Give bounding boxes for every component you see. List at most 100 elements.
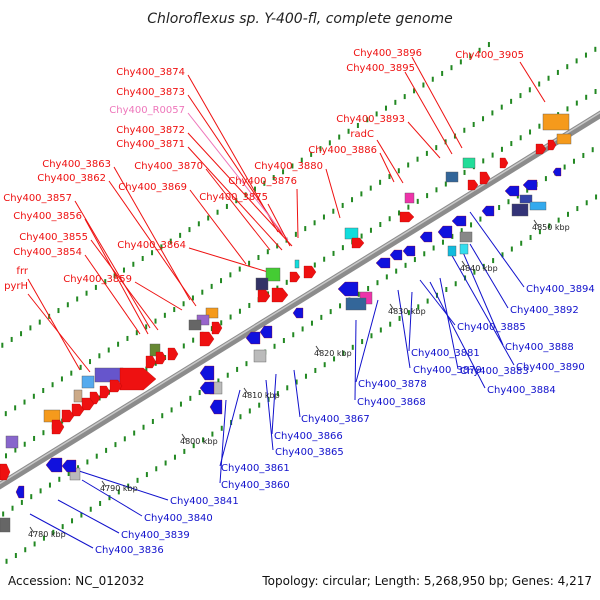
- grid-dot: [98, 353, 101, 359]
- lower-leader-line: [219, 389, 241, 467]
- gene-label-upper: Chy400_3880: [254, 161, 323, 172]
- grid-dot: [104, 279, 107, 285]
- forward-gene-arrow: [145, 355, 157, 369]
- grid-dot: [71, 518, 74, 524]
- gene-label-lower: Chy400_3861: [221, 463, 290, 474]
- grid-dot: [160, 244, 163, 250]
- grid-dot: [114, 442, 117, 448]
- grid-dot: [384, 105, 387, 111]
- lower-leader-line: [397, 289, 411, 369]
- grid-dot: [239, 414, 242, 420]
- upper-leader-line: [325, 168, 341, 219]
- grid-dot: [582, 152, 585, 158]
- upper-leader-line: [205, 168, 271, 251]
- lower-leader-line: [439, 277, 459, 370]
- grid-dot: [245, 361, 248, 367]
- grid-dot: [67, 471, 70, 477]
- grid-dot: [557, 217, 560, 223]
- grid-dot: [113, 273, 116, 279]
- grid-dot: [333, 356, 336, 362]
- grid-dot: [192, 443, 195, 449]
- grid-dot: [397, 168, 400, 174]
- grid-dot: [332, 250, 335, 256]
- grid-dot: [314, 367, 317, 373]
- grid-dot: [300, 157, 303, 163]
- lower-leader-line: [461, 249, 504, 346]
- gene-label-lower: Chy400_3839: [121, 530, 190, 541]
- grid-dot: [351, 344, 354, 350]
- grid-dot: [58, 476, 61, 482]
- grid-dot: [145, 366, 148, 372]
- reverse-gene-arrow: [504, 185, 520, 197]
- lower-leader-line: [355, 299, 379, 383]
- grid-dot: [76, 296, 79, 302]
- grid-dot: [432, 245, 435, 251]
- grid-dot: [435, 187, 438, 193]
- feature-block: [94, 367, 124, 383]
- reverse-gene-arrow: [437, 225, 453, 239]
- grid-dot: [207, 215, 210, 221]
- map-title: Chloroflexus sp. Y-400-fl, complete geno…: [147, 11, 453, 27]
- lower-leader-line: [408, 291, 413, 352]
- grid-dot: [248, 302, 251, 308]
- grid-dot: [276, 391, 279, 397]
- grid-dot: [407, 162, 410, 168]
- grid-dot: [351, 197, 354, 203]
- gene-label-upper: Chy400_3857: [3, 193, 72, 204]
- feature-block: [81, 375, 95, 389]
- grid-dot: [294, 231, 297, 237]
- grid-dot: [342, 350, 345, 356]
- grid-dot: [360, 233, 363, 239]
- gene-label-lower: Chy400_3879: [413, 365, 482, 376]
- grid-dot: [367, 285, 370, 291]
- gene-label-upper: Chy400_3856: [13, 211, 82, 222]
- upper-leader-line: [113, 166, 191, 301]
- grid-dot: [529, 129, 532, 135]
- lower-leader-line: [219, 399, 227, 484]
- grid-dot: [94, 284, 97, 290]
- grid-dot: [500, 146, 503, 152]
- grid-dot: [510, 98, 513, 104]
- grid-dot: [450, 65, 453, 71]
- scale-tick-label: 4850 kbp: [532, 223, 570, 232]
- grid-dot: [220, 425, 223, 431]
- grid-dot: [225, 203, 228, 209]
- grid-dot: [38, 319, 41, 325]
- gene-label-upper: Chy400_3859: [63, 274, 132, 285]
- feature-block: [556, 133, 572, 145]
- grid-dot: [123, 436, 126, 442]
- feature-block: [447, 245, 457, 257]
- grid-dot: [23, 441, 26, 447]
- genome-summary-text: Topology: circular; Length: 5,268,950 bp…: [262, 574, 592, 588]
- grid-dot: [320, 314, 323, 320]
- grid-dot: [319, 146, 322, 152]
- grid-dot: [57, 308, 60, 314]
- grid-dot: [117, 341, 120, 347]
- forward-gene-arrow: [351, 237, 365, 249]
- forward-gene-arrow: [99, 385, 111, 399]
- grid-dot: [197, 221, 200, 227]
- forward-gene-arrow: [303, 265, 317, 279]
- grid-dot: [292, 332, 295, 338]
- feature-blocks: [0, 113, 572, 533]
- grid-dot: [548, 223, 551, 229]
- grid-dot: [126, 335, 129, 341]
- upper-leader-line: [27, 278, 81, 371]
- grid-dot: [576, 206, 579, 212]
- feature-block: [253, 349, 267, 363]
- gene-label-upper: Chy400_3870: [134, 161, 203, 172]
- upper-leader-line: [519, 61, 546, 103]
- upper-leader-line: [296, 188, 299, 239]
- grid-dot: [407, 310, 410, 316]
- grid-dot: [398, 210, 401, 216]
- grid-dot: [99, 500, 102, 506]
- grid-dot: [136, 477, 139, 483]
- grid-dot: [323, 362, 326, 368]
- grid-dot: [341, 202, 344, 208]
- lower-leader-line: [81, 479, 143, 517]
- grid-dot: [33, 541, 36, 547]
- grid-dot: [42, 430, 45, 436]
- grid-dot: [14, 553, 17, 559]
- grid-dot: [151, 250, 154, 256]
- grid-dot: [463, 169, 466, 175]
